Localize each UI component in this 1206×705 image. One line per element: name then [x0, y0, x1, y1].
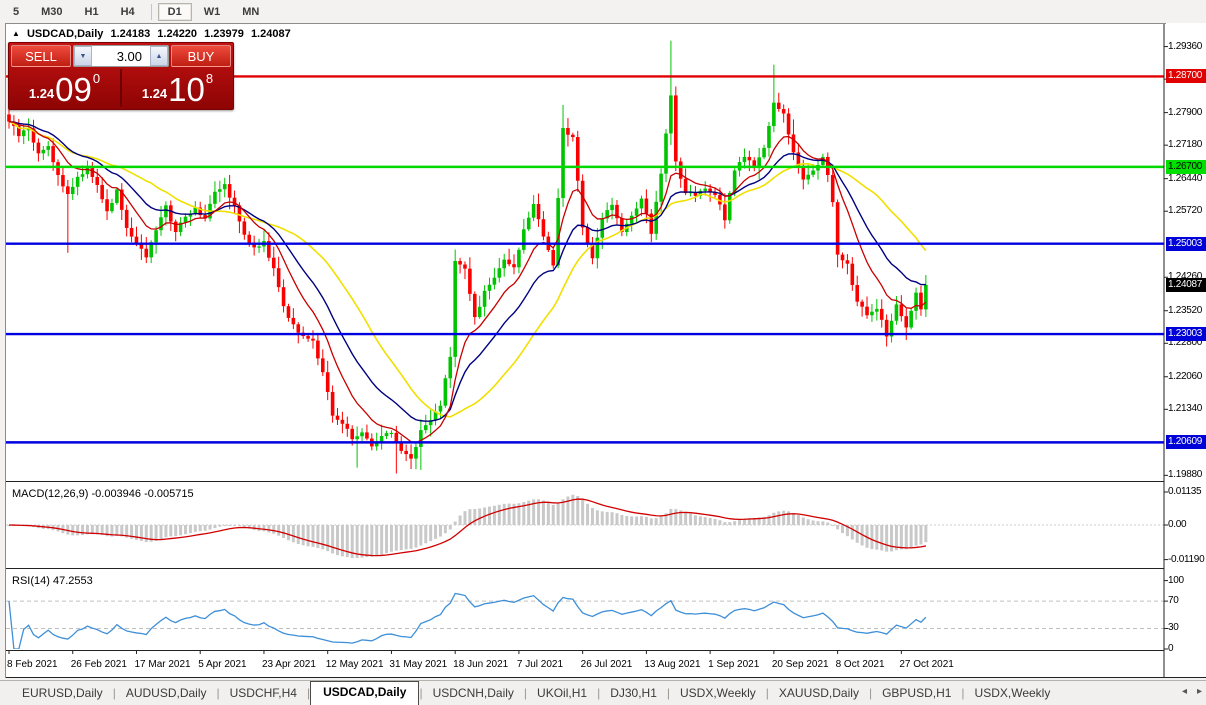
price-tick-label: 1.22800	[1168, 337, 1203, 349]
chart-symbol: USDCAD,Daily	[26, 28, 104, 40]
time-axis-label: 8 Oct 2021	[835, 659, 885, 670]
chart-tab-ukoil-h1[interactable]: UKOil,H1	[537, 686, 588, 700]
time-axis-label: 27 Oct 2021	[899, 659, 954, 670]
macd-tick-label: 0.01135	[1168, 486, 1202, 497]
chart-tab-xauusd-daily[interactable]: XAUUSD,Daily	[778, 686, 859, 700]
macd-tick-label: 0.00	[1168, 519, 1187, 530]
tab-separator: |	[597, 686, 601, 700]
time-axis-label: 5 Apr 2021	[198, 659, 247, 670]
price-tick-label: 1.25720	[1168, 205, 1203, 217]
sell-button[interactable]: SELL	[11, 45, 71, 67]
chart-tab-usdchf-h4[interactable]: USDCHF,H4	[229, 686, 297, 700]
price-tick-label: 1.27180	[1168, 139, 1203, 151]
timeframe-toolbar: 5 M30 H1 H4 D1 W1 MN	[0, 0, 1206, 23]
time-axis-label: 1 Sep 2021	[708, 659, 760, 670]
time-axis-label: 20 Sep 2021	[771, 659, 829, 670]
time-axis-label: 17 Mar 2021	[134, 659, 191, 670]
toolbar-separator	[150, 3, 152, 20]
price-tick-label: 1.29360	[1168, 40, 1203, 52]
time-axis-label: 12 May 2021	[325, 659, 384, 670]
level-price-badge[interactable]: 1.20609	[1166, 435, 1206, 450]
level-price-badge[interactable]: 1.28700	[1166, 69, 1206, 84]
chart-tab-eurusd-daily[interactable]: EURUSD,Daily	[22, 686, 103, 700]
quote-high: 1.24220	[157, 28, 198, 40]
quote-open: 1.24183	[110, 28, 151, 40]
chart-tab-bar: EURUSD,Daily | AUDUSD,Daily | USDCHF,H4 | USDC…	[0, 680, 1206, 705]
tab-separator: |	[765, 686, 769, 700]
tab-separator: |	[868, 686, 873, 700]
buy-button[interactable]: BUY	[171, 45, 231, 67]
volume-input[interactable]: 3.00	[116, 48, 142, 64]
rsi-tick-label: 100	[1168, 574, 1184, 586]
time-axis-label: 26 Jul 2021	[580, 659, 633, 670]
price-tick-label: 1.22060	[1168, 370, 1203, 382]
tab-separator: |	[419, 686, 423, 700]
chart-collapse-icon[interactable]: ▲	[12, 29, 20, 38]
timeframe-button-5[interactable]: 5	[13, 5, 20, 18]
tab-separator: |	[306, 686, 311, 700]
chart-window	[5, 23, 1166, 678]
tab-separator: |	[523, 686, 528, 700]
price-tick-label: 1.21340	[1168, 403, 1203, 415]
rsi-tick-label: 70	[1168, 595, 1179, 607]
timeframe-button-h1[interactable]: H1	[84, 5, 99, 18]
tab-separator: |	[216, 686, 220, 700]
time-axis-label: 7 Jul 2021	[516, 659, 564, 670]
macd-tick-label: -0.01190	[1168, 553, 1205, 565]
time-axis-label: 8 Feb 2021	[7, 659, 58, 670]
timeframe-button-d1[interactable]: D1	[157, 2, 192, 21]
level-price-badge[interactable]: 1.25003	[1166, 236, 1206, 251]
one-click-trading-panel: SELL ▼ 3.00 ▲ BUY 1.24 09 0 1.24 10 8	[8, 42, 234, 110]
time-axis-label: 13 Aug 2021	[644, 659, 701, 670]
volume-increase-button[interactable]: ▲	[150, 46, 168, 66]
price-tick-label: 1.27900	[1168, 106, 1203, 118]
volume-field: ▼ 3.00 ▲	[73, 45, 169, 67]
tab-separator: |	[112, 686, 116, 700]
time-axis-label: 26 Feb 2021	[70, 659, 127, 670]
macd-label: MACD(12,26,9) -0.003946 -0.005715	[12, 488, 194, 500]
time-axis-label: 23 Apr 2021	[261, 659, 316, 670]
quote-low: 1.23979	[204, 28, 244, 40]
price-tick-label: 1.23520	[1168, 304, 1203, 316]
time-axis-label: 31 May 2021	[389, 659, 448, 670]
tab-scroll-right-icon[interactable]: ▸	[1196, 686, 1202, 697]
chart-tab-audusd-daily[interactable]: AUDUSD,Daily	[125, 686, 207, 700]
price-tick-label: 1.24260	[1168, 271, 1203, 283]
chart-tab-gbpusd-h1[interactable]: GBPUSD,H1	[882, 686, 952, 700]
tab-scroll-left-icon[interactable]: ◂	[1181, 686, 1187, 697]
chart-tab-usdcnh-daily[interactable]: USDCNH,Daily	[432, 686, 514, 700]
timeframe-button-mn[interactable]: MN	[242, 5, 260, 18]
timeframe-button-h4[interactable]: H4	[120, 5, 135, 18]
price-axis-column	[1166, 23, 1206, 678]
price-tick-label: 1.19880	[1168, 469, 1203, 481]
timeframe-button-w1[interactable]: W1	[203, 5, 221, 18]
current-price-badge: 1.24087	[1166, 278, 1206, 293]
sell-price[interactable]: 1.24 09 0	[9, 69, 122, 107]
level-price-badge[interactable]: 1.23003	[1166, 327, 1206, 342]
chart-title: ▲ USDCAD,Daily 1.24183 1.24220 1.23979 1…	[12, 28, 295, 40]
tab-separator: |	[666, 686, 670, 700]
chart-tab-usdx-weekly[interactable]: USDX,Weekly	[680, 686, 756, 700]
tab-separator: |	[961, 686, 965, 700]
volume-decrease-button[interactable]: ▼	[74, 46, 92, 66]
level-price-badge[interactable]: 1.26700	[1166, 159, 1206, 174]
chart-tab-dj30-h1[interactable]: DJ30,H1	[610, 686, 657, 700]
rsi-tick-label: 30	[1168, 622, 1179, 634]
rsi-label: RSI(14) 47.2553	[12, 575, 93, 587]
quote-close: 1.24087	[250, 28, 291, 40]
time-axis-label: 18 Jun 2021	[453, 659, 509, 670]
timeframe-button-m30[interactable]: M30	[41, 5, 63, 18]
price-tick-label: 1.26440	[1168, 172, 1203, 184]
tab-scroll-controls: ◂ ▸	[1182, 686, 1202, 697]
chart-tab-usdx-weekly[interactable]: USDX,Weekly	[974, 686, 1051, 700]
buy-price[interactable]: 1.24 10 8	[141, 71, 214, 108]
rsi-tick-label: 0	[1168, 643, 1174, 654]
chart-tab-usdcad-daily[interactable]: USDCAD,Daily	[310, 681, 420, 705]
